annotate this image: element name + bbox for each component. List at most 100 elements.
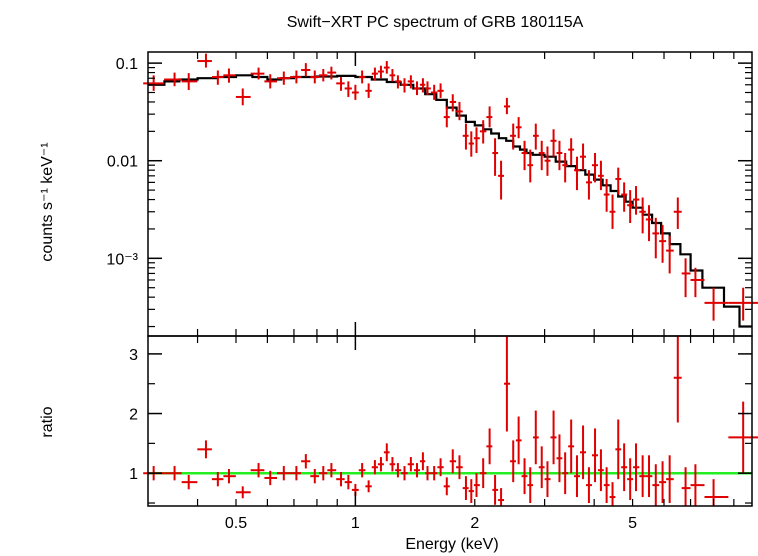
ratio-frame <box>147 335 753 507</box>
x-tick-label: 1 <box>351 515 360 532</box>
ratio-data-point <box>181 474 198 490</box>
ratio-data-point <box>164 466 182 481</box>
spectrum-data-point <box>521 140 528 171</box>
ratio-data-point <box>319 466 328 481</box>
spectrum-data-point <box>479 120 487 144</box>
ratio-data-point <box>290 466 302 481</box>
ratio-data-point <box>437 458 444 477</box>
spectrum-data-point <box>639 197 646 234</box>
spectrum-data-point <box>327 66 337 80</box>
x-axis-label: Energy (keV) <box>405 536 498 553</box>
spectrum-data-point <box>473 127 480 153</box>
ratio-data-point <box>336 472 345 487</box>
spectrum-frame <box>147 51 753 337</box>
ratio-data-point <box>358 463 366 478</box>
chart-title: Swift−XRT PC spectrum of GRB 180115A <box>287 14 584 31</box>
spectrum-data-point <box>468 131 474 157</box>
ratio-y-tick-label: 2 <box>129 407 138 424</box>
spectrum-data-point <box>395 75 402 89</box>
ratio-y-tick-label: 1 <box>129 466 138 483</box>
spectrum-panel: 0.1 0.01 10⁻³ counts s⁻¹ keV⁻¹ <box>39 51 758 337</box>
ratio-data-point <box>562 452 569 495</box>
ratio-data-point <box>568 419 575 474</box>
ratio-data-point <box>639 455 646 498</box>
ratio-data-point <box>235 486 251 499</box>
ratio-data-point <box>666 455 674 504</box>
ratio-data-point <box>633 443 640 492</box>
ratio-data-point <box>615 419 622 480</box>
ratio-data-point <box>492 474 499 505</box>
spectrum-data-point <box>498 160 504 200</box>
ratio-data-point <box>473 473 480 498</box>
ratio-data-point <box>223 469 236 484</box>
ratio-data-point <box>401 466 408 481</box>
spectrum-data-point <box>264 74 278 89</box>
spectrum-data-point <box>533 123 539 150</box>
ratio-data-point <box>527 467 534 504</box>
ratio-data-point <box>544 461 551 498</box>
spectrum-data-point <box>580 143 586 171</box>
ratio-data-point <box>521 458 528 495</box>
spectrum-data-point <box>211 70 224 85</box>
ratio-data-point <box>591 428 598 483</box>
spectrum-y-axis-label: counts s⁻¹ keV⁻¹ <box>39 142 56 261</box>
spectrum-data-point <box>383 61 390 74</box>
spectrum-data-point <box>456 101 463 121</box>
ratio-data-point <box>211 472 224 487</box>
ratio-panel: 0.5 1 2 5 1 2 3 ratio Energy (keV) <box>39 335 758 553</box>
spectrum-data-point <box>574 156 581 191</box>
ratio-data-point <box>603 467 610 504</box>
spectrum-data-point <box>544 146 551 176</box>
ratio-data-point <box>419 452 426 471</box>
ratio-data-point <box>550 410 557 465</box>
ratio-data-point <box>301 454 311 469</box>
ratio-data-point <box>277 466 291 481</box>
spectrum-data-point <box>449 94 457 112</box>
spectrum-data-point <box>515 117 522 139</box>
spectrum-data-point <box>486 106 493 128</box>
spectrum-data-point <box>503 97 511 115</box>
ratio-data-point <box>413 463 420 478</box>
ratio-data-point <box>377 457 384 472</box>
spectrum-data-point <box>527 149 534 183</box>
ratio-data-points <box>143 336 758 506</box>
x-tick-label: 2 <box>470 515 479 532</box>
ratio-data-point <box>503 336 511 432</box>
spectrum-data-point <box>681 258 691 298</box>
x-tick-label: 0.5 <box>225 515 247 532</box>
spectrum-data-point <box>401 78 408 93</box>
spectrum-data-point <box>413 81 420 96</box>
spectrum-data-point <box>510 123 516 150</box>
spectrum-data-point <box>310 70 320 84</box>
spectrum-data-point <box>556 140 563 171</box>
ratio-data-point <box>533 410 539 465</box>
ratio-data-point <box>621 443 628 492</box>
spectrum-data-point <box>666 235 674 274</box>
ratio-data-point <box>659 461 667 504</box>
spectrum-data-point <box>728 287 758 321</box>
spectrum-data-point <box>633 186 640 215</box>
spectrum-y-tick-label: 0.01 <box>107 154 138 171</box>
spectrum-data-point <box>597 160 604 191</box>
spectrum-data-point <box>377 65 384 79</box>
ratio-data-point <box>395 463 402 478</box>
spectrum-data-point <box>197 53 212 68</box>
spectrum-data-point <box>492 138 499 176</box>
ratio-data-point <box>264 470 278 486</box>
spectrum-data-point <box>615 167 622 195</box>
spectrum-data-point <box>443 106 450 128</box>
ratio-data-point <box>673 336 682 423</box>
spectrum-data-point <box>407 75 414 89</box>
ratio-data-point <box>510 440 516 483</box>
spectrum-data-point <box>389 69 396 82</box>
spectrum-data-point <box>371 67 378 81</box>
ratio-y-axis-label: ratio <box>39 406 56 437</box>
spectrum-data-point <box>437 83 444 98</box>
spectrum-data-point <box>538 140 545 171</box>
ratio-data-point <box>728 401 758 474</box>
spectrum-data-point <box>568 138 575 166</box>
ratio-data-point <box>498 488 504 506</box>
ratio-data-point <box>371 460 378 475</box>
ratio-data-point <box>585 467 592 504</box>
spectrum-data-point <box>627 190 634 224</box>
